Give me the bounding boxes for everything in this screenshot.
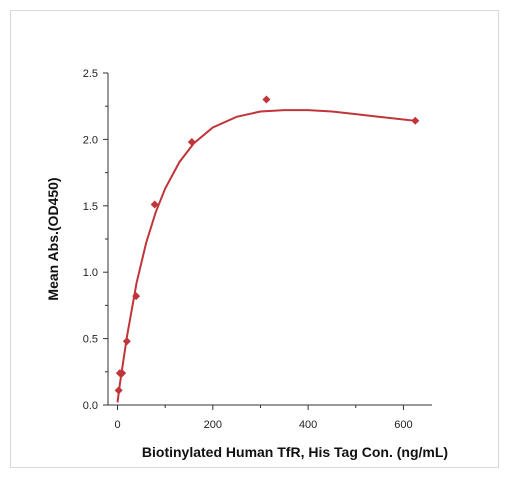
y-tick-label: 1.0 <box>83 267 98 279</box>
data-point <box>114 386 123 395</box>
x-tick-label: 600 <box>394 419 412 431</box>
x-tick-label: 200 <box>204 419 222 431</box>
y-axis-title: Mean Abs.(OD450) <box>45 177 61 300</box>
data-point <box>150 200 159 209</box>
y-tick-label: 1.5 <box>83 201 98 213</box>
data-point <box>411 116 420 125</box>
x-axis-ticks: 0 200 400 600 <box>114 405 413 431</box>
data-point <box>262 95 271 104</box>
data-points <box>114 95 420 395</box>
data-point <box>187 138 196 147</box>
data-point <box>132 292 141 301</box>
data-point <box>122 337 131 346</box>
chart-frame: 0 200 400 600 0.0 0.5 1.0 1.5 2.0 2.5 Biotinylat… <box>10 10 499 468</box>
fit-curve <box>116 109 416 403</box>
x-tick-label: 0 <box>114 419 120 431</box>
y-tick-label: 2.0 <box>83 134 98 146</box>
y-tick-label: 0.0 <box>83 400 98 412</box>
y-axis-ticks: 0.0 0.5 1.0 1.5 2.0 2.5 <box>83 68 108 412</box>
y-tick-label: 2.5 <box>83 68 98 80</box>
chart: 0 200 400 600 0.0 0.5 1.0 1.5 2.0 2.5 Biotinylat… <box>45 68 448 460</box>
x-tick-label: 400 <box>299 419 317 431</box>
x-axis-title: Biotinylated Human TfR, His Tag Con. (ng… <box>142 444 448 460</box>
y-tick-label: 0.5 <box>83 334 98 346</box>
data-point <box>118 369 127 378</box>
